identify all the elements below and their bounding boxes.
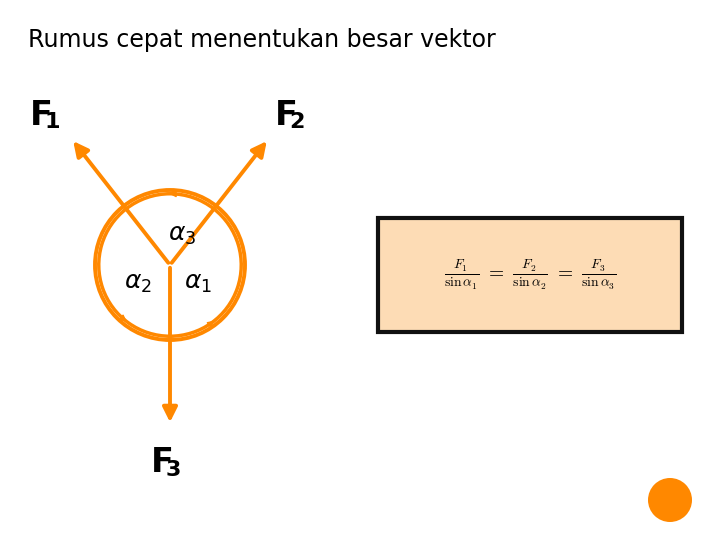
Text: F: F [30,99,53,132]
FancyBboxPatch shape [378,218,682,332]
Text: $\alpha_2$: $\alpha_2$ [124,271,152,295]
Text: $\alpha_1$: $\alpha_1$ [184,271,212,295]
Text: 3: 3 [166,460,181,480]
Text: F: F [150,447,174,480]
Text: 1: 1 [45,112,60,132]
Text: 2: 2 [289,112,305,132]
Text: Rumus cepat menentukan besar vektor: Rumus cepat menentukan besar vektor [28,28,496,52]
Text: $\alpha_3$: $\alpha_3$ [168,223,196,247]
Text: F: F [274,99,297,132]
Text: $\frac{F_1}{\sin\alpha_1}\ =\ \frac{F_2}{\sin\alpha_2}\ =\ \frac{F_3}{\sin\alpha: $\frac{F_1}{\sin\alpha_1}\ =\ \frac{F_2}… [444,258,616,292]
Circle shape [648,478,692,522]
